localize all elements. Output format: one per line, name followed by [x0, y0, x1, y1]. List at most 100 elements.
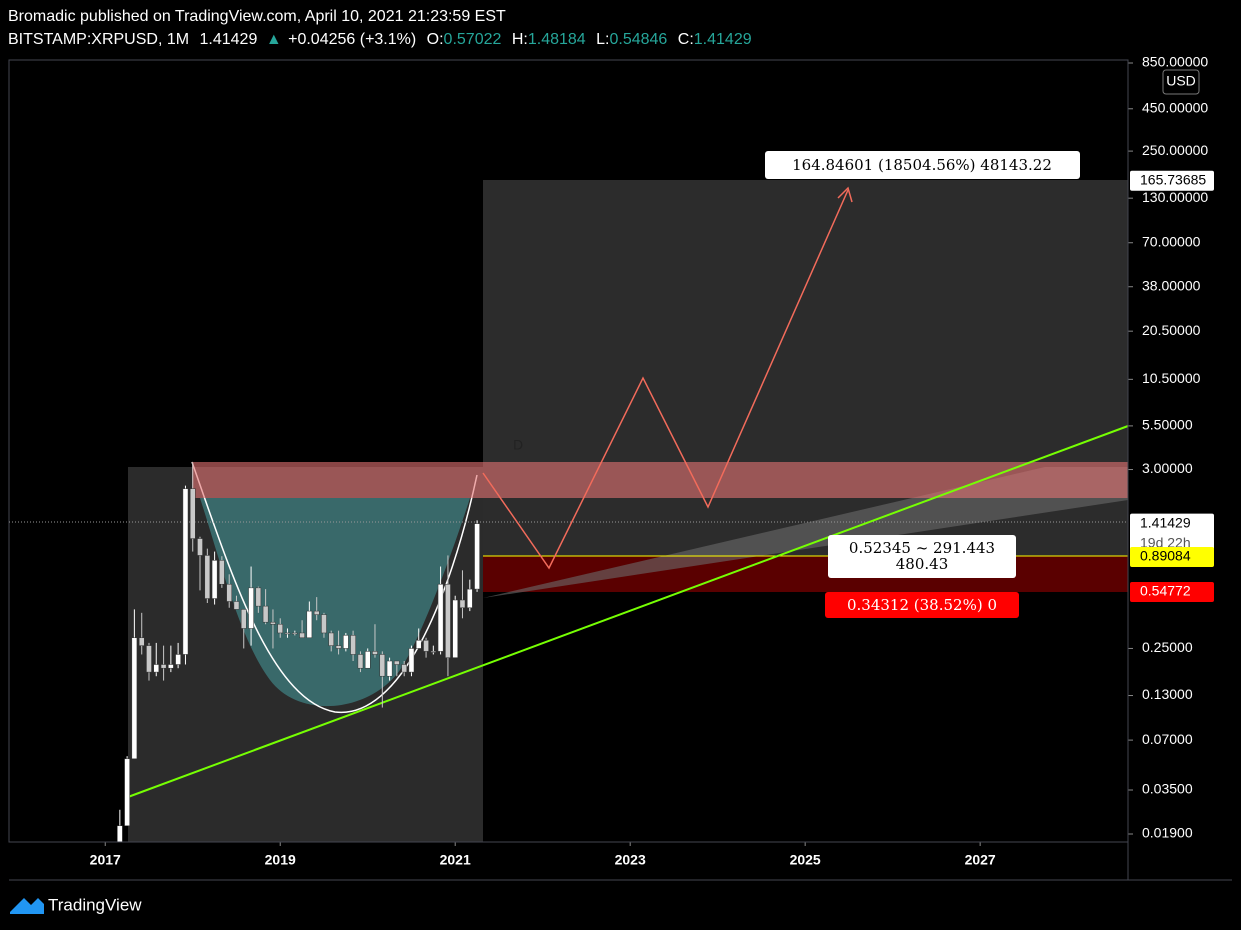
brand: TradingView [48, 895, 142, 914]
candle-body [415, 640, 422, 649]
arrow-head [837, 186, 853, 203]
candle-body [408, 648, 415, 673]
currency: USD [1166, 73, 1196, 89]
trendline [127, 425, 1128, 798]
candle-body [474, 523, 480, 590]
y-tick-label: 450.00000 [1142, 99, 1208, 115]
candle-body [160, 664, 167, 669]
candle-body [131, 637, 138, 760]
y-tick-label: 10.50000 [1142, 370, 1201, 386]
candle-body [379, 654, 386, 677]
stop-zone [483, 556, 1128, 592]
publisher: Bromadic published on TradingView.com, A… [8, 8, 506, 25]
candle-body [168, 664, 174, 669]
y-tick-label: 20.50000 [1142, 322, 1201, 338]
candles [117, 462, 480, 842]
candle-body [219, 560, 225, 585]
range-text-1: 0.52345 ~ 291.443 [849, 539, 995, 557]
candle-body [350, 635, 356, 655]
candle-body [452, 599, 458, 658]
candle-body [153, 664, 160, 673]
drawings [9, 180, 1128, 842]
point-label: D [513, 437, 523, 453]
y-tick-label: 38.00000 [1142, 277, 1201, 293]
price-label-box [1130, 170, 1214, 191]
cup-fill [200, 498, 470, 707]
candle-body [445, 583, 451, 658]
candle-body [211, 560, 218, 599]
candle-body [343, 635, 349, 649]
candle-body [328, 632, 335, 646]
currency-box [1162, 69, 1200, 95]
candle-body [226, 583, 233, 602]
candle-body [292, 632, 298, 635]
target-box [765, 151, 1080, 179]
candle-body [430, 651, 437, 653]
resistance-zone [192, 462, 1128, 498]
x-tick-label: 2023 [615, 852, 646, 868]
candle-body [233, 601, 240, 610]
y-tick-label: 130.00000 [1142, 189, 1208, 205]
candle-body [117, 825, 123, 842]
candle-body [146, 645, 152, 673]
candle-body [248, 587, 254, 629]
high: 1.48184 [528, 31, 586, 48]
y-tick-label: 850.00000 [1142, 54, 1208, 70]
candle-body [467, 588, 473, 608]
candle-body [357, 654, 364, 669]
logo-icon [10, 898, 44, 914]
y-tick-label: 0.03500 [1142, 781, 1193, 797]
candle-body [204, 555, 211, 599]
candle-body [255, 587, 262, 607]
candle-body [321, 614, 327, 634]
low: 0.54846 [609, 31, 667, 48]
candle-body [306, 610, 313, 639]
x-tick-label: 2019 [265, 852, 296, 868]
logo: TradingView [10, 895, 142, 914]
close: 1.41429 [694, 31, 752, 48]
candle-body [335, 645, 342, 649]
candle-body [372, 651, 378, 655]
ohlc-line: BITSTAMP:XRPUSD, 1M 1.41429 ▲ +0.04256 (… [8, 31, 752, 48]
candle-body [262, 605, 269, 623]
y-tick-label: 0.25000 [1142, 639, 1193, 655]
x-tick-label: 2021 [440, 852, 471, 868]
x-tick-label: 2017 [90, 852, 121, 868]
y-tick-label: 5.50000 [1142, 417, 1193, 433]
candle-body [175, 654, 181, 665]
plot-area: D 164.84601 (18504.56%) 48143.22 0.52345… [8, 59, 1129, 843]
last: 1.41429 [200, 31, 258, 48]
arrow: ▲ [266, 31, 282, 48]
symbol: BITSTAMP:XRPUSD, 1M [8, 31, 189, 48]
y-tick-label: 3.00000 [1142, 460, 1193, 476]
price-label: 0.89084 [1140, 548, 1191, 564]
y-tick-label: 70.00000 [1142, 233, 1201, 249]
candle-body [459, 599, 466, 608]
candle-body [299, 632, 305, 639]
stop-text: 0.34312 (38.52%) 0 [847, 596, 997, 614]
candle-body [313, 610, 320, 615]
candle-body [437, 583, 444, 652]
price-label-box [1130, 546, 1214, 567]
range-text-2: 480.43 [896, 555, 949, 573]
candle-body [423, 640, 429, 652]
candle-body [182, 488, 189, 655]
candle-body [270, 621, 276, 625]
candle-body [197, 538, 203, 556]
x-tick-label: 2027 [965, 852, 996, 868]
candle-body [189, 488, 196, 539]
price-label-box [1130, 581, 1214, 602]
price-label: 165.73685 [1140, 171, 1206, 187]
candle-body [401, 664, 407, 673]
candle-body [124, 758, 130, 827]
stop-box [825, 592, 1019, 618]
y-tick-label: 250.00000 [1142, 142, 1208, 158]
x-tick-label: 2025 [790, 852, 821, 868]
y-tick-label: 0.01900 [1142, 825, 1193, 841]
l-label: L: [596, 31, 609, 48]
open: 0.57022 [444, 31, 502, 48]
target-text: 164.84601 (18504.56%) 48143.22 [792, 156, 1052, 174]
y-tick-label: 0.07000 [1142, 731, 1193, 747]
projection [482, 189, 849, 570]
